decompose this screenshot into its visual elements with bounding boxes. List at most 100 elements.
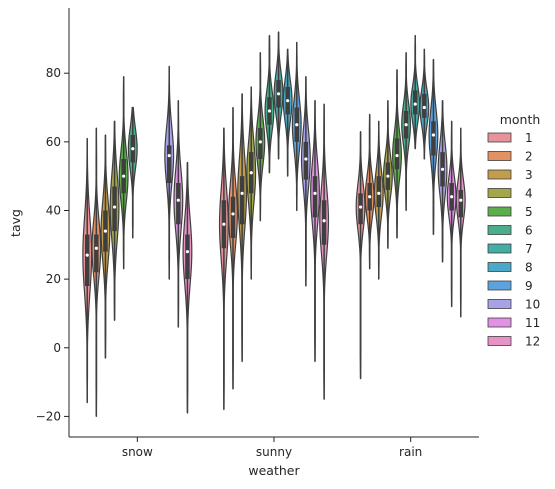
- violin-10-sunny: [300, 76, 311, 287]
- legend-label: 7: [525, 242, 533, 256]
- violin-12-sunny: [319, 103, 330, 400]
- legend-item-9: 9: [487, 279, 533, 293]
- violin-median-dot: [167, 153, 171, 158]
- violin-4-snow: [109, 120, 120, 321]
- violin-median-dot: [122, 174, 126, 178]
- legend-swatch: [487, 299, 512, 309]
- legend-swatch: [487, 151, 512, 161]
- violin-median-dot: [231, 212, 235, 216]
- violin-median-dot: [103, 229, 108, 233]
- legend-item-2: 2: [487, 150, 533, 164]
- violin-median-dot: [85, 253, 89, 257]
- violin-median-dot: [286, 99, 290, 103]
- violin-4-sunny: [246, 86, 257, 280]
- legend-item-5: 5: [487, 205, 533, 219]
- y-tick-label: −20: [36, 409, 61, 423]
- violin-median-dot: [240, 191, 244, 195]
- violin-4-rain: [382, 100, 393, 249]
- violin-6-rain: [401, 52, 412, 212]
- legend-item-12: 12: [487, 335, 540, 349]
- violin-median-dot: [422, 105, 426, 110]
- violin-median-dot: [377, 191, 381, 195]
- violin-median-dot: [176, 198, 180, 202]
- violin-median-dot: [450, 195, 454, 199]
- legend-item-10: 10: [487, 298, 540, 312]
- violin-6-snow: [127, 106, 138, 239]
- legend-item-3: 3: [487, 168, 533, 182]
- legend-swatch: [487, 169, 512, 180]
- legend-swatch: [487, 336, 512, 346]
- violin-median-dot: [395, 153, 399, 158]
- legend-item-4: 4: [487, 187, 533, 201]
- violin-median-dot: [276, 92, 281, 96]
- y-axis-label: tavg: [8, 209, 23, 237]
- x-axis-label: weather: [248, 463, 300, 478]
- y-ticks: −20 0 20 40 60 80: [36, 66, 69, 423]
- violin-median-dot: [386, 174, 390, 178]
- violin-median-dot: [258, 140, 262, 144]
- legend-swatch: [487, 225, 512, 235]
- violin-5-rain: [392, 69, 402, 239]
- x-tick-label: rain: [399, 445, 422, 459]
- legend-swatch: [487, 132, 512, 143]
- violin-11-snow: [173, 100, 184, 328]
- y-tick-label: 0: [53, 341, 61, 355]
- legend-swatch: [487, 262, 512, 272]
- legend-swatch: [487, 317, 512, 328]
- violin-11-sunny: [310, 100, 320, 363]
- axes: [68, 8, 479, 438]
- violin-median-dot: [404, 123, 408, 127]
- violin-median-dot: [112, 205, 117, 209]
- violin-median-dot: [295, 123, 299, 127]
- violin-9-rain: [428, 58, 439, 236]
- y-tick-label: 40: [46, 203, 61, 217]
- x-ticks: snow sunny rain: [122, 437, 422, 459]
- violin-2-rain: [364, 113, 375, 270]
- y-tick-label: 80: [46, 66, 61, 80]
- legend-label: 12: [525, 335, 540, 349]
- violin-median-dot: [313, 191, 317, 195]
- legend-item-8: 8: [487, 261, 533, 275]
- violin-median-dot: [440, 167, 445, 171]
- legend-label: 8: [525, 261, 533, 275]
- violin-median-dot: [322, 219, 326, 223]
- violin-9-sunny: [291, 41, 302, 212]
- violin-1-sunny: [218, 127, 229, 411]
- plot-area: [82, 31, 466, 418]
- legend-item-1: 1: [487, 131, 533, 145]
- violin-2-sunny: [228, 106, 238, 390]
- legend-swatch: [487, 280, 512, 291]
- x-tick-label: sunny: [256, 445, 292, 459]
- violin-2-snow: [91, 127, 102, 418]
- violin-3-rain: [373, 120, 384, 280]
- violin-median-dot: [459, 198, 463, 202]
- violin-7-rain: [410, 34, 421, 150]
- legend-label: 10: [525, 298, 540, 312]
- legend-item-11: 11: [487, 316, 540, 330]
- violin-1-snow: [82, 137, 93, 404]
- violin-median-dot: [413, 102, 417, 106]
- legend-label: 2: [525, 150, 533, 164]
- legend-label: 3: [525, 168, 533, 182]
- legend-item-7: 7: [487, 242, 533, 256]
- legend-label: 1: [525, 131, 533, 145]
- violin-5-sunny: [255, 52, 266, 222]
- violin-12-snow: [182, 161, 193, 414]
- legend-label: 11: [525, 316, 540, 330]
- violin-10-snow: [164, 65, 175, 280]
- violin-median-dot: [304, 157, 308, 161]
- violin-6-sunny: [264, 34, 275, 174]
- legend-label: 5: [525, 205, 533, 219]
- violin-median-dot: [131, 147, 135, 151]
- violin-median-dot: [185, 250, 190, 254]
- violin-median-dot: [249, 171, 253, 175]
- violin-8-rain: [419, 48, 430, 160]
- violin-8-sunny: [282, 48, 293, 177]
- violin-5-snow: [118, 76, 129, 270]
- violin-median-dot: [358, 205, 363, 209]
- y-tick-label: 60: [46, 135, 61, 149]
- violin-median-dot: [368, 195, 372, 199]
